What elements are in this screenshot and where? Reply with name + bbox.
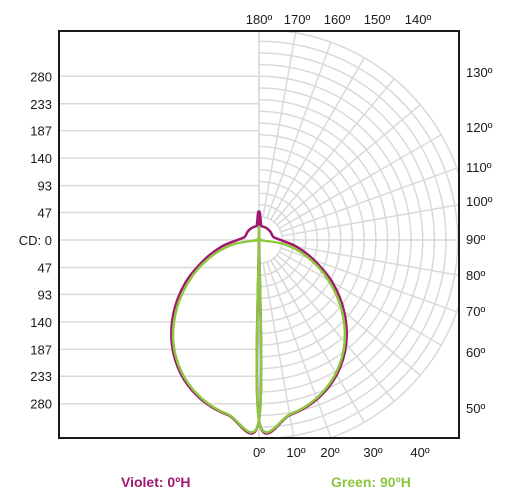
curve-green-90h [171, 225, 347, 434]
angle-label-right-6: 70º [466, 304, 485, 319]
tick-label-up-233: 233 [30, 97, 52, 112]
grid-spoke-10 [262, 262, 295, 437]
tick-label-up-93: 93 [38, 179, 52, 194]
angle-label-right-0: 130º [466, 65, 493, 80]
legend-violet: Violet: 0ºH [121, 474, 191, 490]
tick-label-up-47: 47 [38, 206, 52, 221]
angle-label-bottom-2: 20º [320, 445, 339, 460]
angle-label-right-7: 60º [466, 345, 485, 360]
angle-label-top-2: 160º [324, 12, 351, 27]
grid-spoke-100 [281, 204, 458, 237]
tick-label-down-233: 233 [30, 369, 52, 384]
tick-label-down-280: 280 [30, 397, 52, 412]
polar-grid [60, 32, 458, 437]
legend: Violet: 0ºH Green: 90ºH [0, 474, 510, 494]
grid-spoke-80 [281, 243, 458, 276]
tick-label-down-93: 93 [38, 287, 52, 302]
angle-label-top-3: 150º [364, 12, 391, 27]
axis-labels: 47 47 93 93 140 140 187 187 233 233 280 280 CD: 0 180… [19, 12, 493, 460]
tick-label-down-47: 47 [38, 260, 52, 275]
angle-label-right-2: 110º [466, 160, 492, 175]
grid-spoke-150 [270, 57, 365, 221]
grid-ring-16 [285, 32, 458, 437]
grid-spoke-130 [276, 104, 421, 226]
angle-label-right-3: 100º [466, 194, 493, 209]
legend-green: Green: 90ºH [331, 474, 411, 490]
candela-curves [170, 210, 348, 435]
angle-label-right-5: 80º [466, 268, 485, 283]
angle-label-bottom-3: 30º [363, 445, 382, 460]
tick-label-down-140: 140 [30, 315, 52, 330]
grid-spoke-110 [280, 167, 458, 233]
angle-label-right-8: 50º [466, 401, 485, 416]
grid-spoke-160 [266, 41, 332, 219]
grid-spoke-170 [262, 32, 297, 218]
angle-label-top-4: 140º [405, 12, 432, 27]
tick-label-up-280: 280 [30, 69, 52, 84]
angle-label-bottom-4: 40º [410, 445, 429, 460]
plot-frame [58, 30, 460, 439]
grid-spoke-40 [273, 257, 395, 402]
grid-spoke-20 [266, 261, 332, 437]
angle-label-right-4: 90º [466, 232, 485, 247]
angle-label-top-0: 180º [246, 12, 273, 27]
grid-spoke-140 [273, 78, 395, 223]
tick-label-up-187: 187 [30, 124, 52, 139]
angle-label-right-1: 120º [466, 120, 493, 135]
angle-label-top-1: 170º [284, 12, 311, 27]
grid-spoke-50 [276, 254, 421, 376]
tick-label-up-140: 140 [30, 151, 52, 166]
grid-spoke-60 [278, 251, 442, 346]
tick-label-down-187: 187 [30, 342, 52, 357]
tick-label-center: CD: 0 [19, 233, 52, 248]
angle-label-bottom-0: 0º [253, 445, 265, 460]
grid-spoke-120 [278, 134, 442, 229]
angle-label-bottom-1: 10º [286, 445, 305, 460]
grid-spoke-30 [270, 259, 365, 423]
